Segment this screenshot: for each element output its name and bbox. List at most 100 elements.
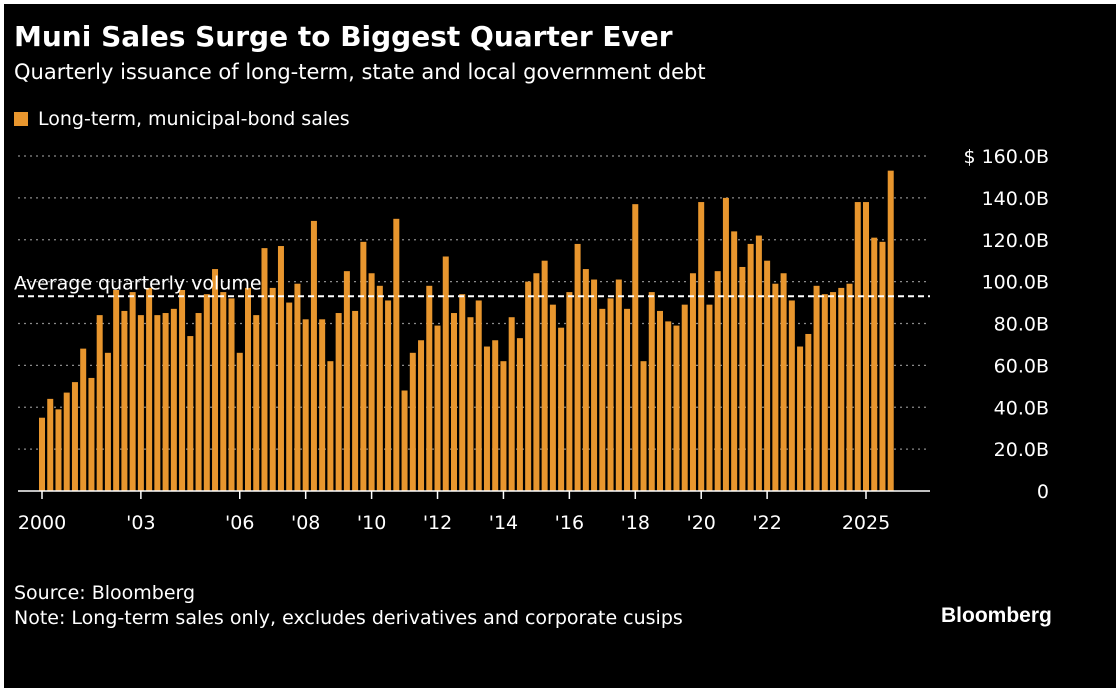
bar <box>121 310 128 491</box>
average-line-label: Average quarterly volume <box>14 272 262 294</box>
bar <box>277 246 284 491</box>
bar <box>805 333 812 491</box>
bar <box>212 269 219 491</box>
bar <box>459 294 466 491</box>
bar <box>640 361 647 491</box>
bar <box>39 417 45 491</box>
bar <box>170 308 177 491</box>
y-tick-label: 120.0B <box>982 230 1049 252</box>
bar <box>385 300 392 491</box>
bar <box>434 325 441 491</box>
bar <box>558 327 565 491</box>
x-tick-label: '18 <box>621 512 650 534</box>
bar <box>426 285 433 491</box>
bar <box>607 298 614 491</box>
bar <box>665 321 672 491</box>
bar <box>104 352 111 491</box>
bar <box>722 197 729 491</box>
bar <box>47 398 54 491</box>
bar <box>360 241 367 491</box>
bar <box>821 294 828 491</box>
bar <box>525 281 532 491</box>
bar <box>673 325 680 491</box>
bar <box>582 269 589 491</box>
bar <box>599 308 606 491</box>
y-tick-label: 40.0B <box>994 397 1049 419</box>
bar <box>294 283 301 491</box>
bar <box>310 220 317 491</box>
x-tick-label: '20 <box>686 512 715 534</box>
y-tick-label: 60.0B <box>994 355 1049 377</box>
bar <box>137 315 144 491</box>
bar <box>113 290 120 491</box>
bar <box>706 304 713 491</box>
bar <box>261 248 268 491</box>
bar <box>467 317 474 491</box>
bar <box>648 292 655 491</box>
bar <box>80 348 87 491</box>
bar <box>88 377 95 491</box>
bar <box>129 292 136 491</box>
bar <box>343 271 350 491</box>
x-tick-label: '06 <box>225 512 254 534</box>
bar <box>253 315 260 491</box>
legend-swatch <box>14 112 28 126</box>
bar <box>681 304 688 491</box>
bar <box>71 382 78 491</box>
bar <box>401 390 408 491</box>
bar <box>179 290 186 491</box>
x-tick-label: 2025 <box>842 512 890 534</box>
bar-chart: 0 20.0B 40.0B 60.0B 80.0B 100.0B 120.0B 140.0B $… <box>14 146 1049 534</box>
bar <box>409 352 416 491</box>
y-tick-label: 80.0B <box>994 314 1049 336</box>
bar <box>846 283 853 491</box>
bar <box>508 317 515 491</box>
bar <box>500 361 507 491</box>
x-tick-label: '22 <box>752 512 781 534</box>
bar <box>541 260 548 491</box>
x-tick-label: '16 <box>555 512 584 534</box>
bar <box>566 292 573 491</box>
bar <box>245 287 251 491</box>
bar <box>376 285 383 491</box>
bar <box>772 283 779 491</box>
bar <box>368 273 375 491</box>
bar <box>203 294 210 491</box>
bar <box>854 202 861 491</box>
bar <box>483 346 490 491</box>
bar <box>813 285 820 491</box>
bar <box>269 287 276 491</box>
bar <box>533 273 540 491</box>
bar <box>689 273 696 491</box>
bar <box>615 279 622 491</box>
bar <box>302 319 309 491</box>
x-tick-label: '08 <box>291 512 320 534</box>
bar <box>591 279 598 491</box>
y-tick-label: $ 160.0B <box>963 146 1049 168</box>
bar <box>220 292 227 491</box>
bar <box>63 392 70 491</box>
bar <box>788 300 795 491</box>
bar <box>780 273 787 491</box>
x-tick-label: '12 <box>423 512 452 534</box>
bar <box>871 237 878 491</box>
bar <box>698 202 705 491</box>
footnote: Note: Long-term sales only, excludes der… <box>14 607 683 629</box>
bar <box>714 271 721 491</box>
source-note: Source: Bloomberg <box>14 582 196 604</box>
bar <box>195 313 202 491</box>
bar <box>475 300 482 491</box>
bloomberg-logo: Bloomberg <box>941 604 1052 627</box>
bar <box>797 346 804 491</box>
bar <box>55 409 62 491</box>
bar <box>739 266 746 491</box>
bar <box>624 308 631 491</box>
bar <box>838 287 845 491</box>
bar <box>228 298 235 491</box>
y-tick-label: 0 <box>1037 481 1049 503</box>
bar <box>755 235 762 491</box>
bar <box>887 170 894 491</box>
x-tick-label: '03 <box>126 512 155 534</box>
bar <box>632 204 639 491</box>
legend: Long-term, municipal-bond sales <box>14 108 350 130</box>
